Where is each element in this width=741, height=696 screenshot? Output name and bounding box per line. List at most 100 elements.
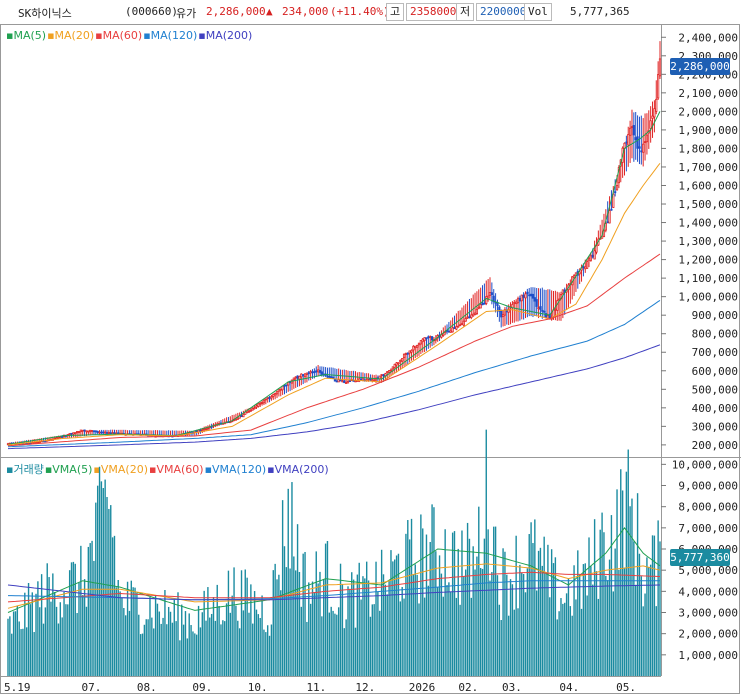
volume-bar bbox=[373, 604, 375, 676]
candle-body bbox=[453, 327, 456, 329]
volume-bar bbox=[18, 621, 20, 676]
volume-bar bbox=[192, 631, 194, 676]
ma-line-ma200 bbox=[7, 344, 661, 450]
volume-bar bbox=[9, 616, 11, 676]
x-tick-label: 04. bbox=[559, 681, 579, 694]
volume-bar bbox=[52, 573, 54, 676]
candle-body bbox=[285, 384, 288, 387]
candle-body bbox=[249, 409, 252, 412]
candle-body bbox=[386, 371, 389, 374]
volume-bar bbox=[347, 586, 349, 676]
volume-bar bbox=[167, 606, 170, 676]
volume-bar bbox=[209, 617, 211, 676]
candle-body bbox=[586, 261, 589, 269]
volume-bar bbox=[593, 519, 596, 676]
candle-body bbox=[298, 375, 301, 380]
volume-bar bbox=[108, 508, 110, 676]
price-tick-label: 1,900,000 bbox=[678, 124, 738, 137]
candle-body bbox=[253, 407, 256, 410]
candle-body bbox=[604, 223, 607, 231]
volume-bar bbox=[408, 539, 411, 676]
volume-bar bbox=[537, 550, 540, 676]
volume-bar bbox=[582, 564, 585, 676]
volume-bar bbox=[655, 606, 657, 676]
volume-bar bbox=[222, 620, 224, 676]
candle-body bbox=[578, 271, 581, 275]
volume-bar bbox=[459, 604, 461, 676]
candle-body bbox=[348, 380, 351, 383]
candle-body bbox=[57, 436, 60, 439]
candle-body bbox=[416, 345, 419, 348]
volume-bar bbox=[153, 628, 155, 676]
volume-bar bbox=[160, 623, 162, 676]
candle-body bbox=[625, 141, 628, 144]
candle-body bbox=[591, 254, 594, 258]
volume-bar bbox=[237, 620, 239, 676]
volume-bar bbox=[532, 543, 534, 676]
candle-body bbox=[104, 431, 107, 434]
x-tick-label: 2026 bbox=[409, 681, 436, 694]
candle-body bbox=[606, 221, 609, 224]
price-tick-label: 500,000 bbox=[692, 383, 738, 396]
candle-body bbox=[305, 372, 309, 375]
candle-body bbox=[371, 379, 374, 382]
volume-bar bbox=[543, 536, 545, 676]
volume-bar bbox=[386, 594, 388, 676]
volume-bar bbox=[242, 610, 245, 676]
price-badge: 2,286,000 bbox=[670, 58, 730, 75]
price-tick-label: 800,000 bbox=[692, 328, 738, 341]
volume-bar bbox=[422, 528, 424, 676]
high-label: 고 bbox=[386, 3, 405, 21]
volume-bar bbox=[304, 551, 306, 676]
volume-bar bbox=[577, 550, 579, 676]
volume-bar bbox=[186, 638, 189, 676]
candle-body bbox=[236, 417, 239, 420]
volume-bar bbox=[649, 564, 652, 676]
volume-bar bbox=[343, 628, 345, 676]
volume-bar bbox=[248, 612, 250, 676]
vma-line-vma20 bbox=[7, 563, 661, 609]
volume-bar bbox=[44, 607, 47, 676]
volume-bar bbox=[298, 571, 301, 676]
volume-bar bbox=[521, 572, 523, 676]
candle-body bbox=[77, 431, 81, 433]
volume-bar bbox=[358, 562, 360, 676]
volume-bar bbox=[575, 599, 577, 676]
volume-bar bbox=[80, 545, 82, 676]
candle-body bbox=[526, 291, 529, 294]
volume-bar bbox=[562, 603, 564, 676]
candle-body bbox=[68, 433, 71, 435]
volume-bar bbox=[40, 574, 43, 676]
volume-bar bbox=[96, 485, 99, 676]
volume-bar bbox=[147, 619, 149, 676]
candle-body bbox=[70, 432, 73, 435]
volume-bar bbox=[306, 621, 308, 676]
candle-body bbox=[98, 431, 101, 434]
volume-bar bbox=[268, 635, 271, 676]
volume-bar bbox=[317, 583, 319, 676]
volume-badge: 5,777,360 bbox=[670, 549, 730, 566]
volume-bar bbox=[468, 538, 471, 676]
volume-bar bbox=[522, 574, 525, 676]
volume-bar bbox=[300, 606, 303, 676]
volume-bar bbox=[216, 584, 218, 676]
volume-bar bbox=[117, 579, 119, 676]
candle-body bbox=[513, 302, 516, 304]
candle-body bbox=[105, 432, 109, 434]
volume-bar bbox=[25, 627, 28, 676]
volume-bar bbox=[179, 640, 181, 676]
volume-bar bbox=[265, 632, 267, 676]
ma-line-ma60 bbox=[7, 253, 661, 447]
volume-bar bbox=[48, 577, 50, 676]
vma-line-vma60 bbox=[7, 571, 660, 603]
candle-body bbox=[653, 108, 656, 118]
candle-body bbox=[294, 376, 297, 379]
candle-body bbox=[522, 294, 525, 298]
volume-bar bbox=[395, 555, 398, 676]
volume-bar bbox=[104, 479, 106, 676]
volume-bar bbox=[446, 585, 448, 676]
candle-body bbox=[429, 336, 432, 338]
volume-bar bbox=[259, 617, 261, 676]
volume-bar bbox=[199, 627, 202, 676]
candle-body bbox=[55, 437, 58, 440]
